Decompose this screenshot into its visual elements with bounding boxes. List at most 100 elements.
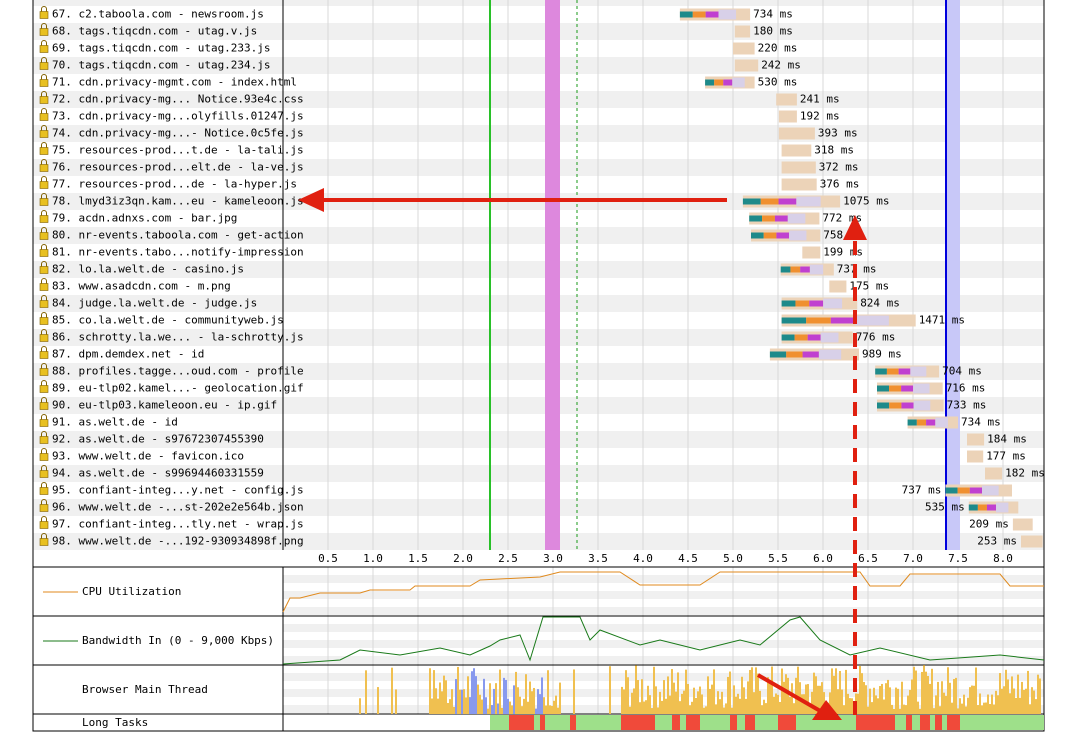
lock-shackle: [41, 23, 47, 29]
thread-bar: [849, 698, 851, 714]
thread-bar: [519, 696, 521, 714]
request-row: 83. www.asadcdn.com - m.png 175 ms: [39, 278, 889, 293]
request-label: 90. eu-tlp03.kameleoon.eu - ip.gif: [52, 399, 277, 412]
thread-bar: [657, 707, 659, 714]
panel-stripe: [283, 607, 1044, 615]
tick-label: 5.5: [768, 552, 788, 565]
thread-bar: [751, 667, 753, 714]
row-stripe: [33, 0, 1044, 6]
thread-bar: [973, 685, 975, 714]
thread-bar: [689, 705, 691, 714]
thread-bar: [961, 703, 963, 714]
lock-shackle: [41, 295, 47, 301]
thread-bar: [673, 682, 675, 714]
thread-bar: [809, 703, 811, 714]
lock-icon: [39, 62, 49, 70]
wait-phase: [789, 230, 807, 241]
thread-bar: [733, 685, 735, 714]
request-label: 92. as.welt.de - s97672307455390: [52, 433, 264, 446]
request-bar: [733, 42, 755, 55]
thread-bar: [727, 676, 729, 714]
thread-bar: [761, 705, 763, 714]
tick-label: 6.5: [858, 552, 878, 565]
thread-bar: [637, 680, 639, 714]
thread-bar: [725, 703, 727, 714]
thread-bar: [753, 692, 755, 714]
long-task: [540, 715, 545, 730]
thread-bar: [929, 683, 931, 714]
thread-bar: [1003, 686, 1005, 714]
connect-phase: [781, 334, 795, 341]
thread-bar: [735, 696, 737, 714]
long-task: [686, 715, 700, 730]
connect-phase: [760, 198, 779, 205]
thread-bar: [883, 699, 885, 714]
arrow: [756, 673, 824, 714]
thread-bar: [775, 693, 777, 714]
wait-phase: [982, 485, 999, 496]
request-bar: [734, 25, 751, 38]
thread-bar: [681, 693, 683, 714]
thread-bar: [887, 679, 889, 714]
thread-bar: [539, 694, 541, 714]
request-row: 94. as.welt.de - s99694460331559 182 ms: [39, 465, 1045, 480]
lock-shackle: [41, 210, 47, 216]
thread-bar: [537, 689, 539, 714]
panel-stripe: [283, 591, 1044, 599]
thread-bar: [803, 694, 805, 714]
lock-shackle: [41, 414, 47, 420]
thread-bar: [429, 668, 431, 714]
thread-bar: [627, 677, 629, 714]
thread-bar: [991, 694, 993, 714]
thread-bar: [749, 669, 751, 714]
thread-bar: [525, 674, 527, 714]
thread-bar: [807, 684, 809, 714]
thread-bar: [833, 675, 835, 714]
connect-phase: [763, 232, 777, 239]
long-task: [778, 715, 796, 730]
thread-bar: [667, 676, 669, 714]
thread-bar: [711, 684, 713, 714]
thread-bar: [1027, 670, 1029, 714]
thread-bar: [989, 704, 991, 714]
request-time: 376 ms: [820, 178, 860, 191]
thread-bar: [925, 671, 927, 714]
request-row: 84. judge.la.welt.de - judge.js 824 ms: [39, 295, 900, 310]
panel-stripe: [283, 673, 1044, 681]
thread-bar: [781, 668, 783, 714]
request-time: 734 ms: [753, 8, 793, 21]
long-task: [906, 715, 912, 730]
thread-bar: [963, 694, 965, 714]
thread-bar: [557, 707, 559, 714]
thread-bar: [717, 691, 719, 714]
wait-phase: [787, 213, 806, 224]
request-label: 88. profiles.tagge...oud.com - profile: [52, 365, 304, 378]
request-time: 716 ms: [946, 382, 986, 395]
thread-bar: [493, 688, 495, 714]
thread-bar: [1013, 688, 1015, 714]
thread-bar: [729, 671, 731, 714]
lock-icon: [39, 215, 49, 223]
connect-phase: [749, 215, 763, 222]
thread-bar: [985, 702, 987, 714]
long-task: [856, 715, 895, 730]
lock-icon: [39, 147, 49, 155]
lock-shackle: [41, 40, 47, 46]
thread-bar: [935, 695, 937, 714]
thread-bar: [969, 687, 971, 714]
thread-bar: [943, 692, 945, 714]
request-bar: [1021, 535, 1043, 548]
thread-bar: [649, 695, 651, 714]
thread-bar: [457, 666, 459, 714]
thread-bar: [721, 691, 723, 714]
thread-bar: [835, 668, 837, 714]
thread-bar: [439, 682, 441, 714]
request-label: 91. as.welt.de - id: [52, 416, 178, 429]
lock-shackle: [41, 142, 47, 148]
request-bar: [967, 433, 985, 446]
thread-bar: [871, 702, 873, 714]
thread-bar: [1039, 678, 1041, 714]
thread-bar: [645, 700, 647, 714]
request-row: 89. eu-tlp02.kamel...- geolocation.gif 71…: [39, 380, 986, 395]
connect-phase: [692, 11, 706, 18]
